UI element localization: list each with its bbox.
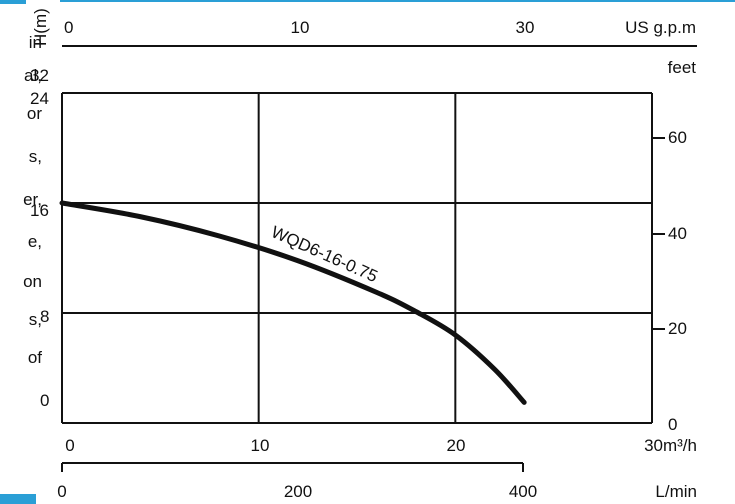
text-line: on <box>23 272 42 291</box>
feet-tick-label: 0 <box>668 415 677 434</box>
y-axis-label: H(m) <box>31 8 50 46</box>
text-line: of <box>27 348 42 367</box>
axes <box>61 45 697 472</box>
text-line: s, <box>28 147 42 166</box>
text-line: er, <box>23 190 42 209</box>
top-rule <box>60 0 735 2</box>
usgpm-tick-label: 30 <box>516 18 535 37</box>
left-text-fragment: in al, or s, er, e, on s, of <box>0 0 46 504</box>
lmin-tick-label: 200 <box>284 482 312 501</box>
y-tick-label: 8 <box>40 307 49 326</box>
lmin-unit-label: L/min <box>655 482 697 501</box>
feet-unit-label: feet <box>668 58 697 77</box>
lmin-tick-label: 400 <box>509 482 537 501</box>
text-line: e, <box>27 232 42 251</box>
flow-unit-label: 30m³/h <box>644 436 697 455</box>
flow-tick-label: 0 <box>65 436 74 455</box>
pump-curve-line <box>59 200 527 405</box>
usgpm-tick-label: 10 <box>291 18 310 37</box>
lmin-tick-label: 0 <box>57 482 66 501</box>
y-tick-label: 32 <box>30 66 49 85</box>
accent-bar-bottom <box>0 494 36 504</box>
flow-tick-label: 10 <box>251 436 270 455</box>
y-tick-label: 0 <box>40 391 49 410</box>
y-tick-label: 24 <box>30 89 49 108</box>
text-line: al, <box>24 66 42 85</box>
text-line: s, <box>28 310 42 329</box>
series <box>59 200 527 405</box>
text-line: in <box>28 33 42 52</box>
feet-tick-label: 40 <box>668 224 687 243</box>
feet-tick-label: 60 <box>668 128 687 147</box>
feet-tick-label: 20 <box>668 319 687 338</box>
usgpm-unit-label: US g.p.m <box>625 18 696 37</box>
accent-bar-top <box>0 0 26 4</box>
usgpm-tick-label: 0 <box>64 18 73 37</box>
text-line: or <box>26 104 42 123</box>
y-tick-label: 16 <box>30 201 49 220</box>
grid <box>61 92 653 424</box>
flow-tick-label: 20 <box>447 436 466 455</box>
